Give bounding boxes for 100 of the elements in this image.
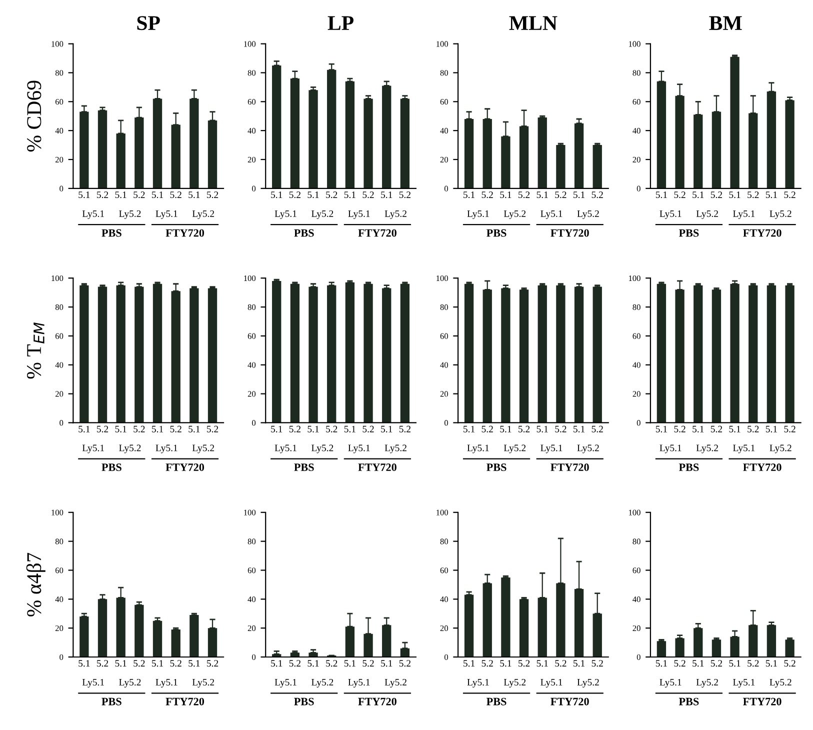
x-tick-label: 5.1 (729, 660, 740, 667)
y-tick-label: 80 (55, 538, 64, 544)
y-tick-label: 100 (628, 275, 640, 282)
text: Ly5.1 (82, 210, 104, 219)
x-tick-label: 5.2 (518, 426, 530, 432)
y-tick-label: 40 (440, 128, 448, 134)
x-tick-label: 5.1 (115, 426, 126, 432)
x-tick-label: 5.1 (188, 426, 200, 432)
y-tick-label: 40 (248, 128, 256, 134)
x-tick-label: 5.1 (381, 192, 392, 198)
x-tick-label: 5.2 (206, 426, 218, 432)
bar (152, 620, 162, 657)
y-tick-label: 20 (632, 156, 640, 162)
x-tick-label: 5.1 (78, 192, 90, 198)
bar (785, 100, 794, 188)
bar (656, 641, 666, 657)
x-tick-label: 5.2 (592, 660, 603, 667)
y-tick-label: 0 (252, 186, 256, 192)
x-tick-label: 5.1 (381, 426, 392, 432)
text: Ly5.2 (192, 678, 214, 688)
text: PBS (294, 229, 314, 237)
x-tick-label: 5.2 (518, 660, 530, 667)
bar (98, 110, 108, 188)
text: Ly5.1 (156, 678, 178, 688)
y-tick-label: 20 (440, 391, 448, 397)
x-tick-label: 5.1 (188, 192, 200, 198)
y-tick-label: 80 (632, 304, 640, 310)
text: Ly5.1 (733, 444, 755, 454)
y-tick-label: 0 (252, 654, 256, 660)
y-tick-label: 0 (252, 420, 256, 426)
x-tick-label: 5.1 (344, 660, 356, 667)
x-tick-label: 5.1 (78, 660, 90, 667)
x-tick-label: 5.1 (152, 192, 163, 198)
y-tick-label: 60 (632, 568, 640, 574)
text: Ly5.1 (733, 210, 755, 219)
x-tick-label: 5.2 (482, 426, 493, 432)
x-tick-label: 5.2 (555, 660, 566, 667)
y-tick-label: 60 (632, 99, 640, 105)
text: FTY720 (166, 698, 204, 706)
y-tick-label: 60 (55, 333, 64, 339)
text: Ly5.2 (504, 210, 526, 219)
x-tick-label: 5.2 (784, 192, 796, 198)
x-tick-label: 5.1 (766, 192, 777, 198)
y-tick-label: 60 (248, 568, 256, 574)
x-tick-label: 5.2 (710, 660, 722, 667)
y-tick-label: 0 (60, 654, 64, 660)
text: PBS (294, 698, 314, 706)
bar (592, 145, 602, 188)
x-tick-label: 5.2 (748, 192, 759, 198)
x-tick-label: 5.1 (271, 192, 282, 198)
x-tick-label: 5.1 (729, 426, 740, 432)
y-tick-label: 80 (248, 70, 256, 76)
text: Ly5.1 (82, 444, 104, 454)
x-tick-label: 5.1 (536, 192, 548, 198)
y-tick-label: 20 (55, 391, 64, 397)
y-tick-label: 0 (444, 420, 448, 426)
y-tick-label: 60 (55, 568, 64, 574)
x-tick-label: 5.2 (134, 426, 145, 432)
x-tick-label: 5.1 (656, 660, 667, 667)
text: Ly5.2 (312, 210, 334, 219)
text: Ly5.2 (192, 210, 214, 219)
x-tick-label: 5.2 (289, 426, 300, 432)
y-axis-title: % T$_{EM}$ (26, 322, 44, 379)
y-tick-label: 80 (55, 304, 64, 310)
x-tick-label: 5.2 (170, 426, 182, 432)
y-tick-label: 80 (440, 70, 448, 76)
y-tick-label: 0 (444, 186, 448, 192)
text: Ly5.2 (696, 210, 718, 219)
y-tick-label: 0 (636, 654, 640, 660)
y-tick-label: 20 (248, 625, 256, 632)
bar (574, 123, 584, 188)
x-tick-label: 5.2 (289, 192, 300, 198)
x-tick-label: 5.2 (289, 660, 300, 667)
text: Ly5.1 (733, 678, 755, 688)
bar (730, 56, 740, 188)
y-tick-label: 60 (248, 333, 256, 339)
x-tick-label: 5.1 (464, 660, 475, 667)
bar (190, 615, 199, 657)
text: PBS (678, 698, 699, 706)
text: PBS (678, 229, 699, 237)
x-tick-label: 5.2 (592, 192, 603, 198)
y-tick-label: 20 (55, 156, 64, 162)
x-tick-label: 5.1 (574, 192, 585, 198)
bar (98, 599, 108, 657)
y-tick-label: 0 (636, 420, 640, 426)
x-tick-label: 5.1 (271, 660, 282, 667)
bar (766, 625, 776, 657)
x-tick-label: 5.1 (115, 192, 126, 198)
y-tick-label: 60 (632, 333, 640, 339)
y-tick-label: 0 (636, 186, 640, 192)
y-tick-label: 20 (248, 391, 256, 397)
x-tick-label: 5.2 (362, 426, 374, 432)
text: Ly5.2 (119, 210, 141, 219)
text: Ly5.2 (577, 210, 599, 219)
y-tick-label: 40 (248, 362, 256, 368)
y-tick-label: 20 (632, 625, 640, 632)
chart-title: BM (709, 16, 742, 30)
x-tick-label: 5.2 (674, 192, 686, 198)
text: Ly5.2 (192, 444, 214, 454)
text: Ly5.2 (312, 678, 334, 688)
